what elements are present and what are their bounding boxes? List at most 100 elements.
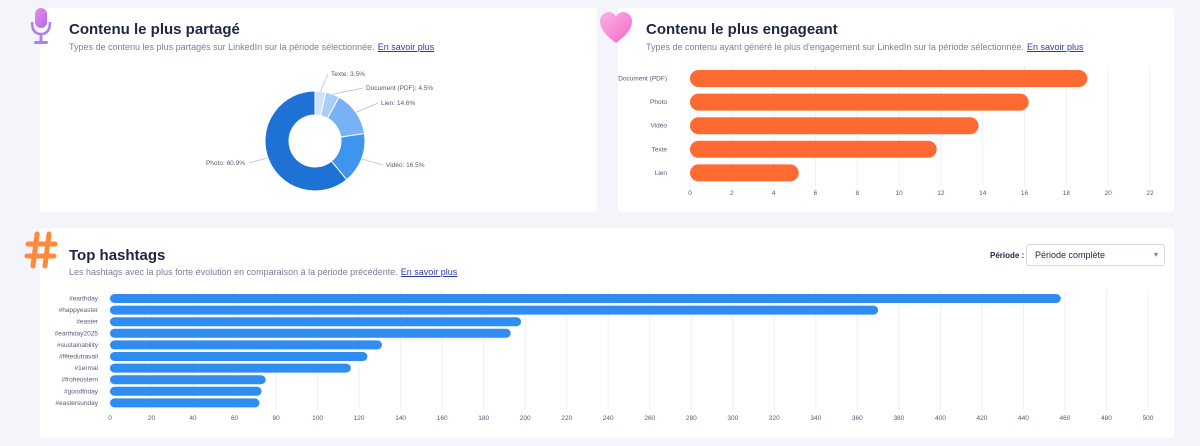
hash-tick-label-6: 120 — [354, 415, 365, 422]
pie-leader-line-4 — [248, 157, 268, 164]
hash-tick-label-12: 240 — [603, 415, 614, 422]
hash-tick-label-4: 80 — [272, 415, 280, 422]
eng-tick-label-4: 8 — [855, 190, 859, 197]
engaging-card-subtitle: Types de contenu ayant généré le plus d'… — [646, 42, 1084, 52]
hashtags-subtitle-text: Les hashtags avec la plus forte évolutio… — [69, 267, 398, 277]
hash-tick-label-15: 300 — [727, 415, 738, 422]
hash-tick-label-8: 160 — [437, 415, 448, 422]
hash-category-label-6: #1ermai — [75, 365, 98, 372]
hash-tick-label-14: 280 — [686, 415, 697, 422]
engaging-content-card: Contenu le plus engageant Types de conte… — [618, 8, 1174, 212]
hash-tick-label-19: 380 — [893, 415, 904, 422]
hash-tick-label-9: 180 — [478, 415, 489, 422]
hash-bar-2[interactable] — [110, 317, 522, 327]
pie-leader-line-0 — [320, 73, 329, 92]
pie-slice-label-0: Texte: 3.5% — [331, 71, 365, 78]
shared-donut-chart: Texte: 3.5%Document (PDF): 4.5% Lien: 14.… — [206, 71, 433, 192]
eng-tick-label-6: 12 — [937, 190, 945, 197]
shared-card-subtitle: Types de contenu les plus partagés sur L… — [69, 42, 434, 52]
eng-bar-3[interactable] — [690, 140, 937, 158]
hashtags-card-subtitle: Les hashtags avec la plus forte évolutio… — [69, 267, 457, 277]
hash-tick-label-0: 0 — [108, 415, 112, 422]
hash-tick-label-10: 200 — [520, 415, 531, 422]
period-label: Période : — [990, 251, 1025, 260]
eng-tick-label-9: 18 — [1063, 190, 1071, 197]
hash-tick-label-1: 20 — [148, 415, 156, 422]
hash-tick-label-20: 400 — [935, 415, 946, 422]
hash-category-label-4: #sustainability — [57, 342, 99, 349]
hash-bar-5[interactable] — [110, 352, 368, 361]
heart-icon — [600, 12, 632, 43]
eng-tick-label-11: 22 — [1146, 190, 1154, 197]
eng-tick-label-7: 14 — [979, 190, 987, 197]
eng-tick-label-1: 2 — [730, 190, 734, 197]
microphone-icon — [30, 8, 52, 44]
eng-tick-label-0: 0 — [688, 190, 692, 197]
hash-category-label-0: #earthday — [69, 296, 99, 303]
pie-leader-line-3 — [361, 158, 384, 166]
hash-tick-label-21: 420 — [976, 415, 987, 422]
eng-tick-label-10: 20 — [1105, 190, 1113, 197]
eng-tick-label-5: 10 — [895, 190, 903, 197]
hash-tick-label-7: 140 — [395, 415, 406, 422]
eng-tick-label-3: 6 — [814, 190, 818, 197]
hash-bar-7[interactable] — [110, 375, 266, 385]
hash-bar-6[interactable] — [110, 363, 351, 373]
engaging-bar-chart: 0 2 4 6 8 10 12 14 16 18 20 22 Document (PDF) Photo Vi… — [618, 66, 1154, 197]
hash-tick-label-2: 40 — [189, 415, 197, 422]
eng-tick-label-2: 4 — [772, 190, 776, 197]
hash-category-label-2: #easter — [76, 319, 99, 326]
hash-category-label-5: #fêtedutravail — [59, 354, 99, 361]
engaging-card-title: Contenu le plus engageant — [646, 21, 838, 38]
hash-bar-1[interactable] — [110, 305, 879, 315]
pie-slice-label-4: Photo: 60.9% — [206, 160, 245, 167]
hashtags-card: Top hashtags Les hashtags avec la plus f… — [40, 228, 1174, 438]
hash-tick-label-11: 220 — [561, 415, 572, 422]
pie-slice-label-3: Vidéo: 16.5% — [386, 162, 425, 169]
chevron-down-icon: ▾ — [1153, 250, 1158, 259]
eng-category-label-4: Lien — [655, 170, 668, 177]
hash-category-label-8: #goodfriday — [64, 388, 99, 395]
hash-tick-label-23: 460 — [1060, 415, 1071, 422]
eng-category-label-2: Vidéo — [650, 123, 667, 130]
engaging-learn-more-link[interactable]: En savoir plus — [1026, 42, 1084, 52]
shared-card-title: Contenu le plus partagé — [69, 21, 240, 38]
eng-category-label-3: Texte — [651, 146, 667, 153]
pie-leader-line-1 — [332, 87, 364, 95]
hash-category-label-1: #happyeaster — [59, 307, 99, 314]
pie-leader-line-2 — [355, 102, 379, 113]
eng-tick-label-8: 16 — [1021, 190, 1029, 197]
shared-learn-more-link[interactable]: En savoir plus — [377, 42, 435, 52]
pie-slice-4[interactable] — [264, 90, 348, 192]
hashtags-learn-more-link[interactable]: En savoir plus — [400, 267, 458, 277]
pie-slice-label-2: Lien: 14.6% — [381, 100, 416, 107]
engaging-subtitle-text: Types de contenu ayant généré le plus d'… — [646, 42, 1024, 52]
period-select[interactable]: Période complète ▾ — [1026, 244, 1165, 266]
hash-tick-label-3: 60 — [231, 415, 239, 422]
hash-category-label-9: #eastersunday — [55, 400, 98, 407]
shared-subtitle-text: Types de contenu les plus partagés sur L… — [69, 42, 375, 52]
hash-tick-label-13: 260 — [644, 415, 655, 422]
hash-bar-9[interactable] — [110, 398, 260, 408]
shared-content-card: Contenu le plus partagé Types de contenu… — [40, 8, 597, 212]
hashtag-icon — [24, 231, 58, 269]
hash-category-label-7: #froheostern — [62, 377, 99, 384]
hash-bar-3[interactable] — [110, 328, 511, 338]
hash-bar-8[interactable] — [110, 386, 262, 396]
period-select-value: Période complète — [1035, 250, 1106, 260]
eng-bar-0[interactable] — [690, 70, 1088, 87]
hash-bar-0[interactable] — [110, 294, 1061, 303]
hash-tick-label-16: 320 — [769, 415, 780, 422]
hash-category-label-3: #earthday2025 — [55, 330, 99, 337]
hash-tick-label-18: 360 — [852, 415, 863, 422]
eng-category-label-1: Photo — [650, 99, 667, 106]
eng-bar-4[interactable] — [690, 164, 799, 182]
eng-bar-2[interactable] — [690, 117, 979, 135]
hash-tick-label-5: 100 — [312, 415, 323, 422]
eng-bar-1[interactable] — [690, 93, 1029, 111]
hashtags-card-title: Top hashtags — [69, 247, 166, 264]
hash-tick-label-25: 500 — [1143, 415, 1154, 422]
pie-slice-label-1: Document (PDF): 4.5% — [366, 85, 433, 92]
hash-tick-label-17: 340 — [810, 415, 821, 422]
hash-bar-4[interactable] — [110, 340, 382, 350]
